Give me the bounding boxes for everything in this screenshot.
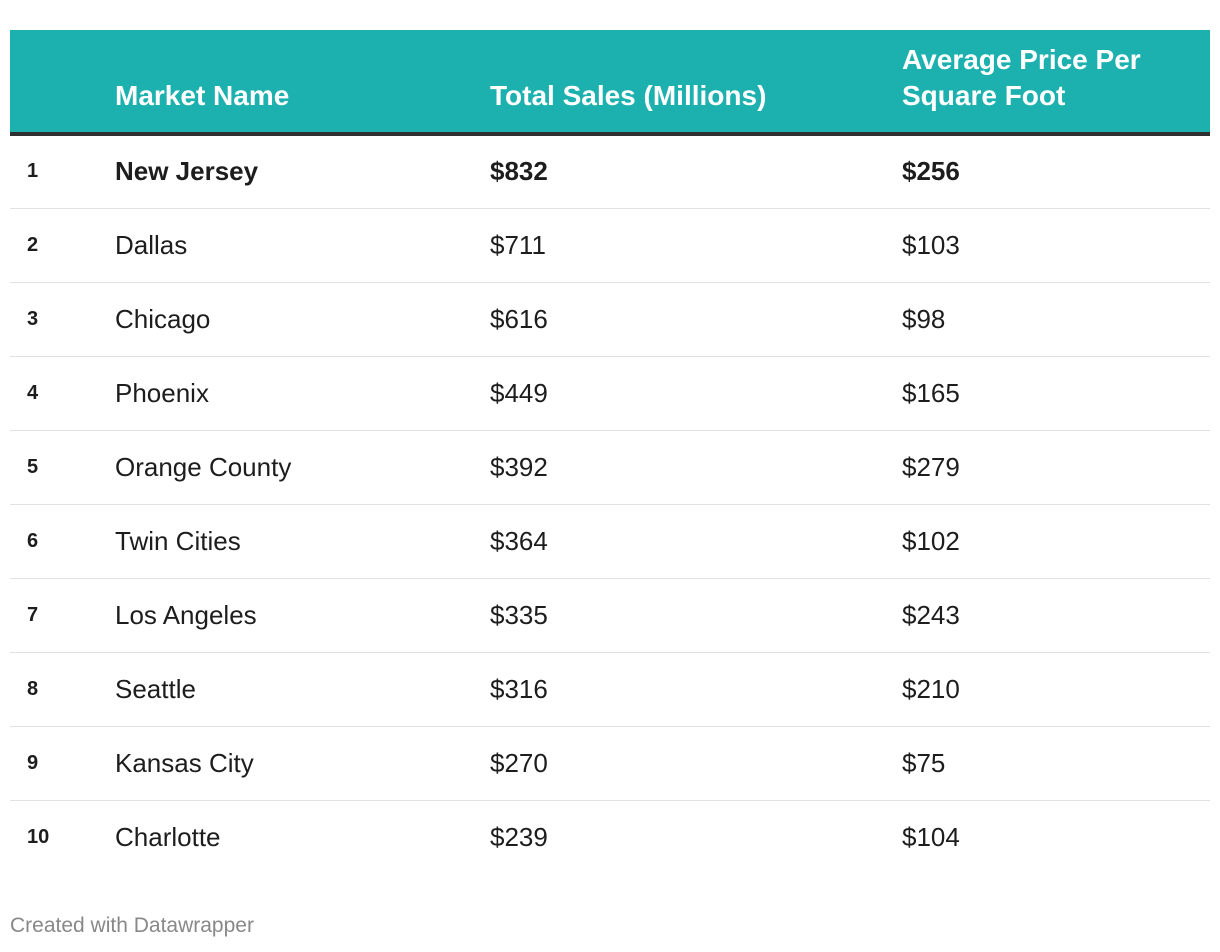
total-sales-cell: $711 [490,229,546,260]
header-row: Market Name Total Sales (Millions) Avera… [10,30,1210,136]
rank-cell: 7 [27,603,39,626]
total-sales-cell: $270 [490,747,548,778]
rank-cell: 10 [27,825,50,848]
price-per-sqft-cell: $243 [902,599,960,630]
header-market-name[interactable]: Market Name [115,30,490,136]
market-name-cell: Twin Cities [115,525,241,556]
total-sales-cell: $392 [490,451,548,482]
header-rank [10,30,115,136]
table-row: 8 Seattle $316 $210 [10,652,1210,726]
total-sales-cell: $364 [490,525,548,556]
price-per-sqft-cell: $165 [902,377,960,408]
table-row: 3 Chicago $616 $98 [10,282,1210,356]
data-table-container: Market Name Total Sales (Millions) Avera… [10,30,1210,874]
market-sales-table: Market Name Total Sales (Millions) Avera… [10,30,1210,874]
datawrapper-credit[interactable]: Created with Datawrapper [10,914,254,937]
market-name-cell: Charlotte [115,821,221,852]
price-per-sqft-cell: $256 [902,156,960,187]
price-per-sqft-cell: $279 [902,451,960,482]
price-per-sqft-cell: $102 [902,525,960,556]
rank-cell: 6 [27,529,39,552]
table-row: 10 Charlotte $239 $104 [10,800,1210,874]
price-per-sqft-cell: $210 [902,673,960,704]
total-sales-cell: $616 [490,303,548,334]
table-row: 2 Dallas $711 $103 [10,208,1210,282]
market-name-cell: New Jersey [115,156,259,187]
rank-cell: 8 [27,677,39,700]
table-row: 1 New Jersey $832 $256 [10,134,1210,208]
rank-cell: 2 [27,233,39,256]
table-row: 6 Twin Cities $364 $102 [10,504,1210,578]
price-per-sqft-cell: $75 [902,747,946,778]
rank-cell: 5 [27,455,39,478]
table-row: 5 Orange County $392 $279 [10,430,1210,504]
market-name-cell: Los Angeles [115,599,257,630]
total-sales-cell: $316 [490,673,548,704]
price-per-sqft-cell: $98 [902,303,946,334]
table-body: 1 New Jersey $832 $256 2 Dallas $711 $103 3 Chica… [10,134,1210,874]
rank-cell: 9 [27,751,39,774]
total-sales-cell: $832 [490,156,548,187]
total-sales-cell: $449 [490,377,548,408]
table-row: 4 Phoenix $449 $165 [10,356,1210,430]
table-header: Market Name Total Sales (Millions) Avera… [10,30,1210,136]
market-name-cell: Phoenix [115,377,209,408]
market-name-cell: Orange County [115,451,292,482]
market-name-cell: Chicago [115,303,211,334]
table-row: 9 Kansas City $270 $75 [10,726,1210,800]
market-name-cell: Seattle [115,673,196,704]
market-name-cell: Kansas City [115,747,254,778]
market-name-cell: Dallas [115,229,188,260]
total-sales-cell: $239 [490,821,548,852]
header-price-per-sqft[interactable]: Average Price Per Square Foot [902,30,1210,136]
rank-cell: 1 [27,160,39,183]
rank-cell: 3 [27,307,39,330]
header-total-sales[interactable]: Total Sales (Millions) [490,30,902,136]
total-sales-cell: $335 [490,599,548,630]
rank-cell: 4 [27,381,39,404]
price-per-sqft-cell: $103 [902,229,960,260]
price-per-sqft-cell: $104 [902,821,960,852]
table-row: 7 Los Angeles $335 $243 [10,578,1210,652]
